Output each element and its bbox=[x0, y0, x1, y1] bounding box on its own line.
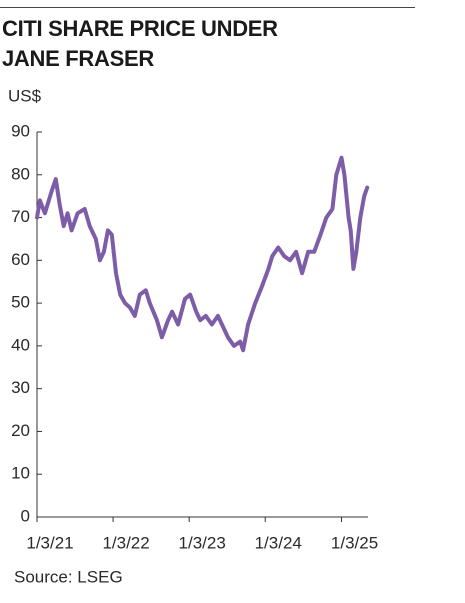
x-tick-label: 1/3/23 bbox=[179, 533, 226, 552]
y-tick-label: 0 bbox=[21, 506, 30, 525]
y-tick-label: 80 bbox=[11, 164, 30, 183]
y-tick-label: 50 bbox=[11, 293, 30, 312]
y-tick-label: 10 bbox=[11, 464, 30, 483]
y-tick-label: 30 bbox=[11, 378, 30, 397]
y-axis-label: US$ bbox=[8, 86, 42, 105]
price-line bbox=[35, 155, 370, 353]
y-tick-label: 20 bbox=[11, 421, 30, 440]
y-tick-label: 70 bbox=[11, 207, 30, 226]
y-tick-label: 90 bbox=[11, 121, 30, 140]
chart-title: CITI SHARE PRICE UNDER JANE FRASER bbox=[2, 16, 278, 71]
x-tick-label: 1/3/21 bbox=[26, 533, 73, 552]
y-tick-label: 60 bbox=[11, 250, 30, 269]
x-tick-label: 1/3/22 bbox=[102, 533, 149, 552]
top-rule bbox=[0, 7, 415, 8]
source: Source: LSEG bbox=[14, 567, 123, 586]
x-tick-label: 1/3/24 bbox=[255, 533, 302, 552]
y-tick-label: 40 bbox=[11, 335, 30, 354]
x-tick-label: 1/3/25 bbox=[331, 533, 378, 552]
